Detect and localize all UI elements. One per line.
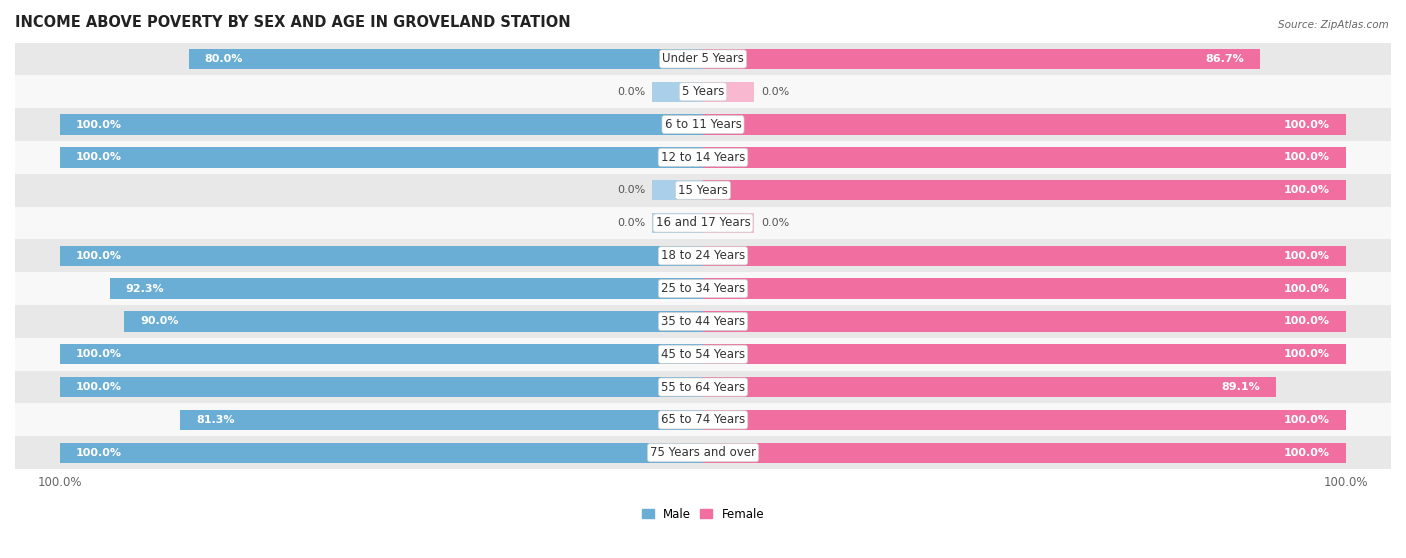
Text: Under 5 Years: Under 5 Years xyxy=(662,52,744,65)
Bar xyxy=(651,81,703,102)
Bar xyxy=(0,174,1406,206)
Bar xyxy=(703,114,1346,134)
Text: 0.0%: 0.0% xyxy=(617,218,645,228)
Text: 65 to 74 Years: 65 to 74 Years xyxy=(661,413,745,426)
Text: 90.0%: 90.0% xyxy=(141,316,179,326)
Text: 92.3%: 92.3% xyxy=(125,283,165,294)
Text: Source: ZipAtlas.com: Source: ZipAtlas.com xyxy=(1278,20,1389,30)
Text: 0.0%: 0.0% xyxy=(617,86,645,97)
Bar xyxy=(60,246,703,266)
Text: 0.0%: 0.0% xyxy=(617,185,645,195)
Text: 75 Years and over: 75 Years and over xyxy=(650,446,756,459)
Text: 100.0%: 100.0% xyxy=(1284,448,1330,458)
Bar xyxy=(703,278,1346,299)
Text: 18 to 24 Years: 18 to 24 Years xyxy=(661,249,745,262)
Bar xyxy=(124,311,703,331)
Bar xyxy=(0,141,1406,174)
Text: 15 Years: 15 Years xyxy=(678,184,728,196)
Bar xyxy=(60,344,703,364)
Text: 100.0%: 100.0% xyxy=(76,382,122,392)
Legend: Male, Female: Male, Female xyxy=(641,508,765,521)
Bar xyxy=(0,42,1406,75)
Bar xyxy=(703,246,1346,266)
Text: 81.3%: 81.3% xyxy=(197,415,235,425)
Bar xyxy=(0,108,1406,141)
Bar xyxy=(703,410,1346,430)
Text: 80.0%: 80.0% xyxy=(205,54,243,64)
Text: 100.0%: 100.0% xyxy=(1284,316,1330,326)
Bar xyxy=(0,239,1406,272)
Text: 100.0%: 100.0% xyxy=(76,251,122,261)
Text: 100.0%: 100.0% xyxy=(1284,283,1330,294)
Text: 16 and 17 Years: 16 and 17 Years xyxy=(655,217,751,229)
Bar xyxy=(0,75,1406,108)
Bar xyxy=(60,114,703,134)
Bar xyxy=(0,206,1406,239)
Bar xyxy=(188,49,703,69)
Text: 5 Years: 5 Years xyxy=(682,85,724,98)
Bar xyxy=(0,436,1406,469)
Text: 25 to 34 Years: 25 to 34 Years xyxy=(661,282,745,295)
Bar xyxy=(703,147,1346,167)
Bar xyxy=(703,344,1346,364)
Bar xyxy=(60,147,703,167)
Bar xyxy=(60,377,703,397)
Bar xyxy=(0,305,1406,338)
Bar xyxy=(180,410,703,430)
Bar xyxy=(703,213,755,233)
Bar xyxy=(703,49,1260,69)
Text: 12 to 14 Years: 12 to 14 Years xyxy=(661,151,745,164)
Bar xyxy=(703,377,1275,397)
Text: 45 to 54 Years: 45 to 54 Years xyxy=(661,348,745,360)
Bar xyxy=(0,338,1406,371)
Bar xyxy=(703,81,755,102)
Bar xyxy=(703,311,1346,331)
Text: 6 to 11 Years: 6 to 11 Years xyxy=(665,118,741,131)
Bar xyxy=(651,213,703,233)
Text: 0.0%: 0.0% xyxy=(761,218,789,228)
Text: 100.0%: 100.0% xyxy=(1284,349,1330,359)
Text: 100.0%: 100.0% xyxy=(1284,185,1330,195)
Text: 35 to 44 Years: 35 to 44 Years xyxy=(661,315,745,328)
Text: 100.0%: 100.0% xyxy=(1284,152,1330,162)
Text: 100.0%: 100.0% xyxy=(76,119,122,129)
Bar xyxy=(703,442,1346,463)
Text: 100.0%: 100.0% xyxy=(76,152,122,162)
Text: 100.0%: 100.0% xyxy=(1284,119,1330,129)
Bar xyxy=(0,403,1406,436)
Bar xyxy=(110,278,703,299)
Text: 100.0%: 100.0% xyxy=(1284,415,1330,425)
Text: 100.0%: 100.0% xyxy=(1284,251,1330,261)
Text: 55 to 64 Years: 55 to 64 Years xyxy=(661,381,745,393)
Bar xyxy=(651,180,703,200)
Text: 89.1%: 89.1% xyxy=(1220,382,1260,392)
Text: 100.0%: 100.0% xyxy=(76,349,122,359)
Bar xyxy=(703,180,1346,200)
Text: INCOME ABOVE POVERTY BY SEX AND AGE IN GROVELAND STATION: INCOME ABOVE POVERTY BY SEX AND AGE IN G… xyxy=(15,15,571,30)
Text: 0.0%: 0.0% xyxy=(761,86,789,97)
Text: 100.0%: 100.0% xyxy=(76,448,122,458)
Text: 86.7%: 86.7% xyxy=(1206,54,1244,64)
Bar xyxy=(0,272,1406,305)
Bar xyxy=(0,371,1406,403)
Bar xyxy=(60,442,703,463)
